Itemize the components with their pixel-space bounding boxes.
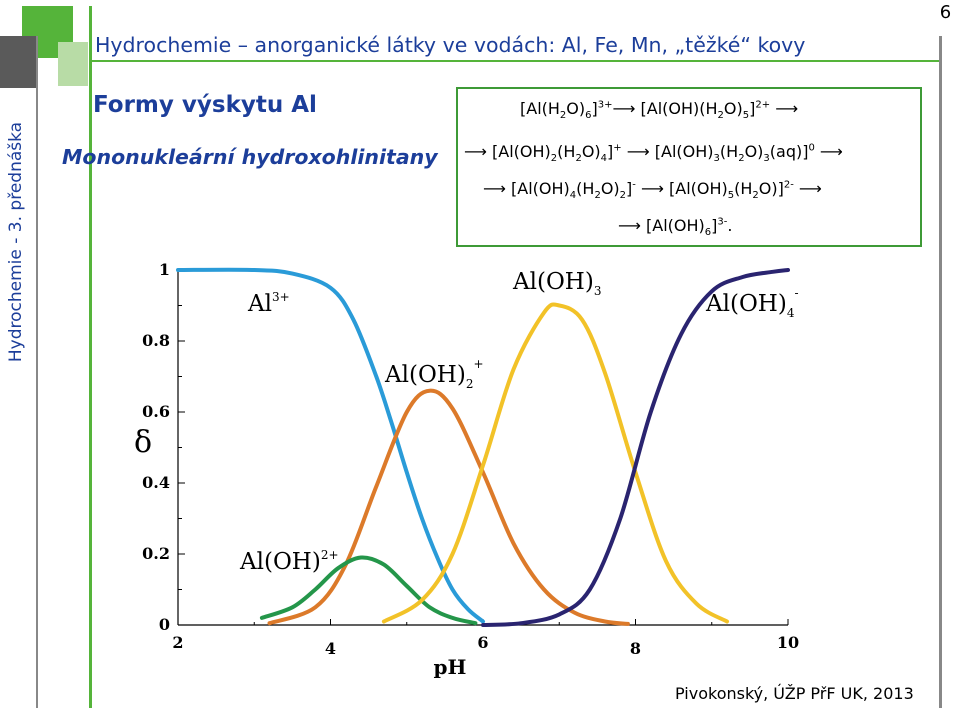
equation-line-2: ⟶ [Al(OH)2(H2O)4]+ ⟶ [Al(OH)3(H2O)3(aq)]… bbox=[464, 142, 843, 165]
y-tick-label: 0.4 bbox=[142, 473, 170, 492]
equation-line-1: [Al(H2O)6]3+⟶ [Al(OH)(H2O)5]2+ ⟶ bbox=[520, 99, 799, 122]
x-tick-label: 10 bbox=[777, 633, 799, 652]
arrow-icon: ⟶ bbox=[635, 179, 669, 198]
equation-line-4: ⟶ [Al(OH)6]3-. bbox=[618, 216, 733, 239]
decor-line-green bbox=[89, 6, 92, 708]
curve-aloh4-minus bbox=[481, 268, 790, 627]
section-subtitle: Mononukleární hydroxohlinitany bbox=[62, 145, 438, 169]
decor-line-right bbox=[939, 36, 942, 708]
equation-box: [Al(H2O)6]3+⟶ [Al(OH)(H2O)5]2+ ⟶ ⟶ [Al(O… bbox=[456, 87, 922, 247]
y-tick-label: 0.8 bbox=[142, 331, 170, 350]
header-underline bbox=[89, 60, 941, 62]
arrow-icon: ⟶ bbox=[483, 179, 512, 198]
y-tick-label: 0 bbox=[159, 615, 170, 634]
y-tick-label: 0.2 bbox=[142, 544, 170, 563]
arrow-icon: ⟶ bbox=[612, 99, 636, 118]
arrow-icon: ⟶ bbox=[621, 142, 655, 161]
decor-line-gray bbox=[36, 36, 38, 708]
header-title: Hydrochemie – anorganické látky ve vodác… bbox=[95, 33, 806, 57]
chart-axes: 2 4 6 8 10 0 0.2 0.4 0.6 0.8 1 pH δ bbox=[134, 260, 799, 679]
arrow-icon: ⟶ bbox=[793, 179, 822, 198]
curve-aloh2-plus bbox=[267, 388, 630, 626]
decor-square-light-green bbox=[58, 42, 88, 86]
page-number: 6 bbox=[939, 2, 952, 23]
y-axis-label: δ bbox=[134, 425, 152, 460]
curve-aloh3 bbox=[381, 302, 729, 624]
x-tick-label: 8 bbox=[630, 639, 641, 658]
curve-aloh-2plus bbox=[259, 555, 478, 626]
label-al3plus: Al3+ bbox=[247, 290, 290, 317]
chart-labels: Al3+ Al(OH)2+ Al(OH)2+ Al(OH)3 Al(OH)4- bbox=[239, 269, 799, 575]
label-aloh-2plus: Al(OH)2+ bbox=[239, 548, 339, 575]
section-title: Formy výskytu Al bbox=[93, 92, 317, 118]
x-tick-label: 6 bbox=[477, 633, 488, 652]
y-tick-label: 0.6 bbox=[142, 402, 170, 421]
y-tick-label: 1 bbox=[159, 260, 170, 279]
arrow-icon: ⟶ bbox=[770, 99, 799, 118]
label-aloh3: Al(OH)3 bbox=[512, 269, 601, 298]
footer-credit: Pivokonský, ÚŽP PřF UK, 2013 bbox=[675, 684, 914, 703]
label-aloh4-minus: Al(OH)4- bbox=[705, 286, 799, 320]
x-tick-label: 4 bbox=[325, 639, 336, 658]
arrow-icon: ⟶ bbox=[814, 142, 843, 161]
curve-al3plus bbox=[176, 267, 485, 624]
equation-line-3: ⟶ [Al(OH)4(H2O)2]- ⟶ [Al(OH)5(H2O)]2- ⟶ bbox=[483, 179, 822, 202]
x-axis-label: pH bbox=[434, 655, 467, 679]
arrow-icon: ⟶ bbox=[618, 216, 647, 235]
chart-curves bbox=[176, 267, 790, 627]
decor-square-gray bbox=[0, 36, 36, 88]
label-aloh2-plus: Al(OH)2+ bbox=[384, 357, 484, 391]
x-tick-label: 2 bbox=[172, 633, 183, 652]
arrow-icon: ⟶ bbox=[464, 142, 493, 161]
